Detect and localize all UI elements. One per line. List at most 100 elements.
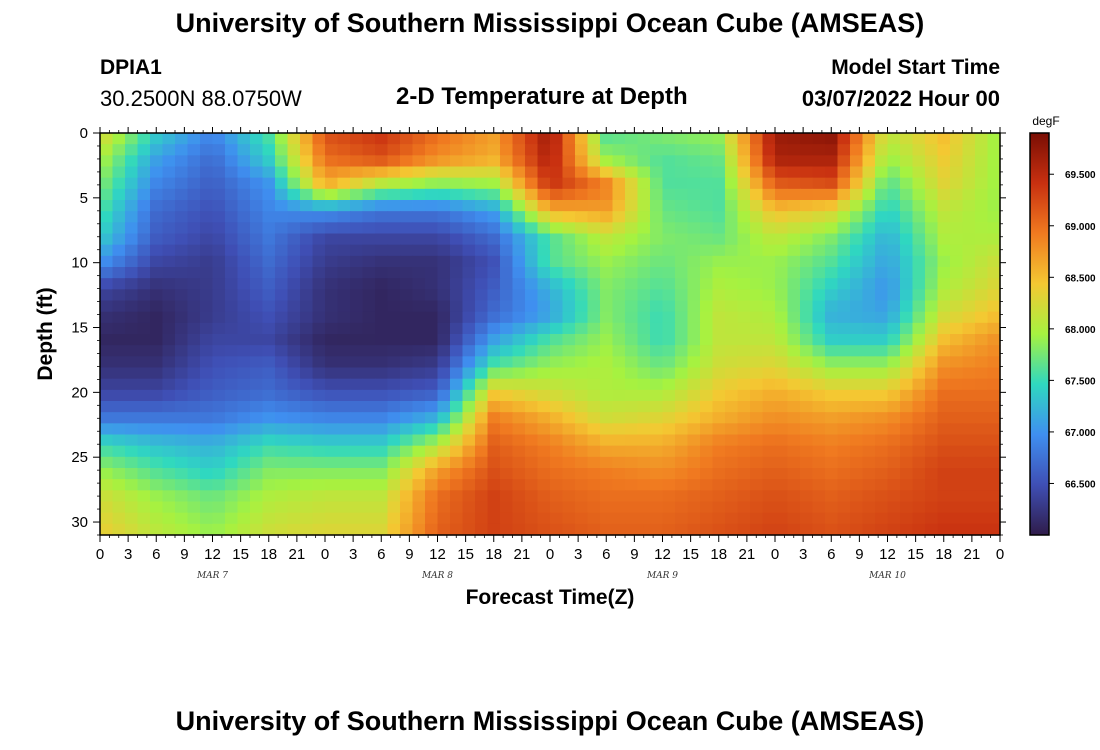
heatmap-cell [825, 434, 839, 447]
heatmap-cell [850, 378, 864, 391]
heatmap-cell [500, 434, 514, 447]
heatmap-cell [912, 468, 926, 480]
heatmap-cell [375, 200, 389, 212]
heatmap-cell [562, 490, 576, 503]
heatmap-cell [200, 367, 214, 380]
heatmap-cell [662, 456, 676, 469]
heatmap-cell [350, 367, 364, 380]
x-tick-label: 15 [682, 546, 699, 563]
heatmap-cell [950, 389, 964, 402]
heatmap-cell [500, 479, 514, 491]
heatmap-cell [862, 434, 876, 447]
heatmap-cell [850, 278, 864, 290]
heatmap-cell [437, 479, 451, 491]
heatmap-cell [187, 278, 201, 290]
heatmap-cell [587, 166, 601, 179]
heatmap-cell [750, 490, 764, 503]
heatmap-cell [100, 512, 114, 525]
heatmap-cell [337, 244, 351, 257]
heatmap-cell [737, 222, 751, 235]
heatmap-cell [287, 445, 301, 458]
heatmap-cell [562, 300, 576, 313]
heatmap-cell [875, 434, 889, 447]
heatmap-cell [237, 211, 251, 223]
heatmap-cell [837, 445, 851, 458]
heatmap-cell [237, 490, 251, 503]
heatmap-cell [137, 289, 151, 302]
heatmap-cell [287, 334, 301, 346]
heatmap-cell [700, 523, 714, 536]
heatmap-cell [512, 378, 526, 391]
heatmap-cell [312, 177, 326, 190]
heatmap-cell [162, 311, 176, 324]
heatmap-cell [775, 267, 789, 279]
heatmap-cell [487, 300, 501, 313]
heatmap-cell [875, 289, 889, 302]
heatmap-cell [237, 200, 251, 212]
heatmap-cell [587, 401, 601, 413]
colorbar-unit-label: degF [1032, 114, 1059, 128]
heatmap-cell [737, 523, 751, 536]
heatmap-cell [862, 423, 876, 436]
heatmap-cell [237, 445, 251, 458]
heatmap-cell [400, 300, 414, 313]
heatmap-cell [412, 345, 426, 357]
heatmap-cell [712, 177, 726, 190]
heatmap-cell [100, 244, 114, 257]
heatmap-cell [775, 155, 789, 168]
heatmap-cell [150, 512, 164, 525]
heatmap-cell [350, 434, 364, 447]
heatmap-cell [600, 512, 614, 525]
heatmap-cell [325, 211, 339, 223]
heatmap-cell [312, 423, 326, 436]
heatmap-cell [462, 311, 476, 324]
heatmap-cell [162, 255, 176, 268]
heatmap-cell [387, 345, 401, 357]
heatmap-cell [812, 468, 826, 480]
heatmap-cell [687, 144, 701, 156]
heatmap-cell [587, 278, 601, 290]
heatmap-cell [612, 244, 626, 257]
heatmap-cell [225, 155, 239, 168]
heatmap-cell [275, 356, 289, 369]
heatmap-cell [775, 133, 789, 145]
heatmap-cell [475, 144, 489, 156]
colorbar-tick-label: 69.000 [1065, 222, 1096, 233]
heatmap-cell [112, 356, 126, 369]
heatmap-cell [437, 367, 451, 380]
heatmap-cell [687, 211, 701, 223]
heatmap-cell [537, 133, 551, 145]
heatmap-cell [462, 334, 476, 346]
heatmap-cell [687, 445, 701, 458]
heatmap-cell [100, 468, 114, 480]
heatmap-cell [825, 356, 839, 369]
heatmap-cell [512, 300, 526, 313]
heatmap-cell [112, 334, 126, 346]
heatmap-cell [900, 490, 914, 503]
heatmap-cell [312, 501, 326, 514]
heatmap-cell [300, 378, 314, 391]
heatmap-cell [350, 278, 364, 290]
heatmap-cell [475, 378, 489, 391]
heatmap-cell [887, 401, 901, 413]
heatmap-cell [575, 166, 589, 179]
heatmap-cell [962, 278, 976, 290]
heatmap-cell [575, 501, 589, 514]
heatmap-cell [437, 423, 451, 436]
heatmap-cell [462, 412, 476, 424]
heatmap-cell [912, 177, 926, 190]
heatmap-cell [662, 378, 676, 391]
heatmap-cell [225, 401, 239, 413]
heatmap-cell [562, 401, 576, 413]
heatmap-cell [225, 188, 239, 201]
heatmap-cell [725, 445, 739, 458]
heatmap-cell [100, 412, 114, 424]
heatmap-cell [400, 412, 414, 424]
heatmap-cell [812, 211, 826, 223]
heatmap-cell [512, 177, 526, 190]
heatmap-cell [712, 378, 726, 391]
heatmap-cell [300, 345, 314, 357]
heatmap-cell [175, 267, 189, 279]
heatmap-cell [975, 456, 989, 469]
heatmap-cell [450, 445, 464, 458]
